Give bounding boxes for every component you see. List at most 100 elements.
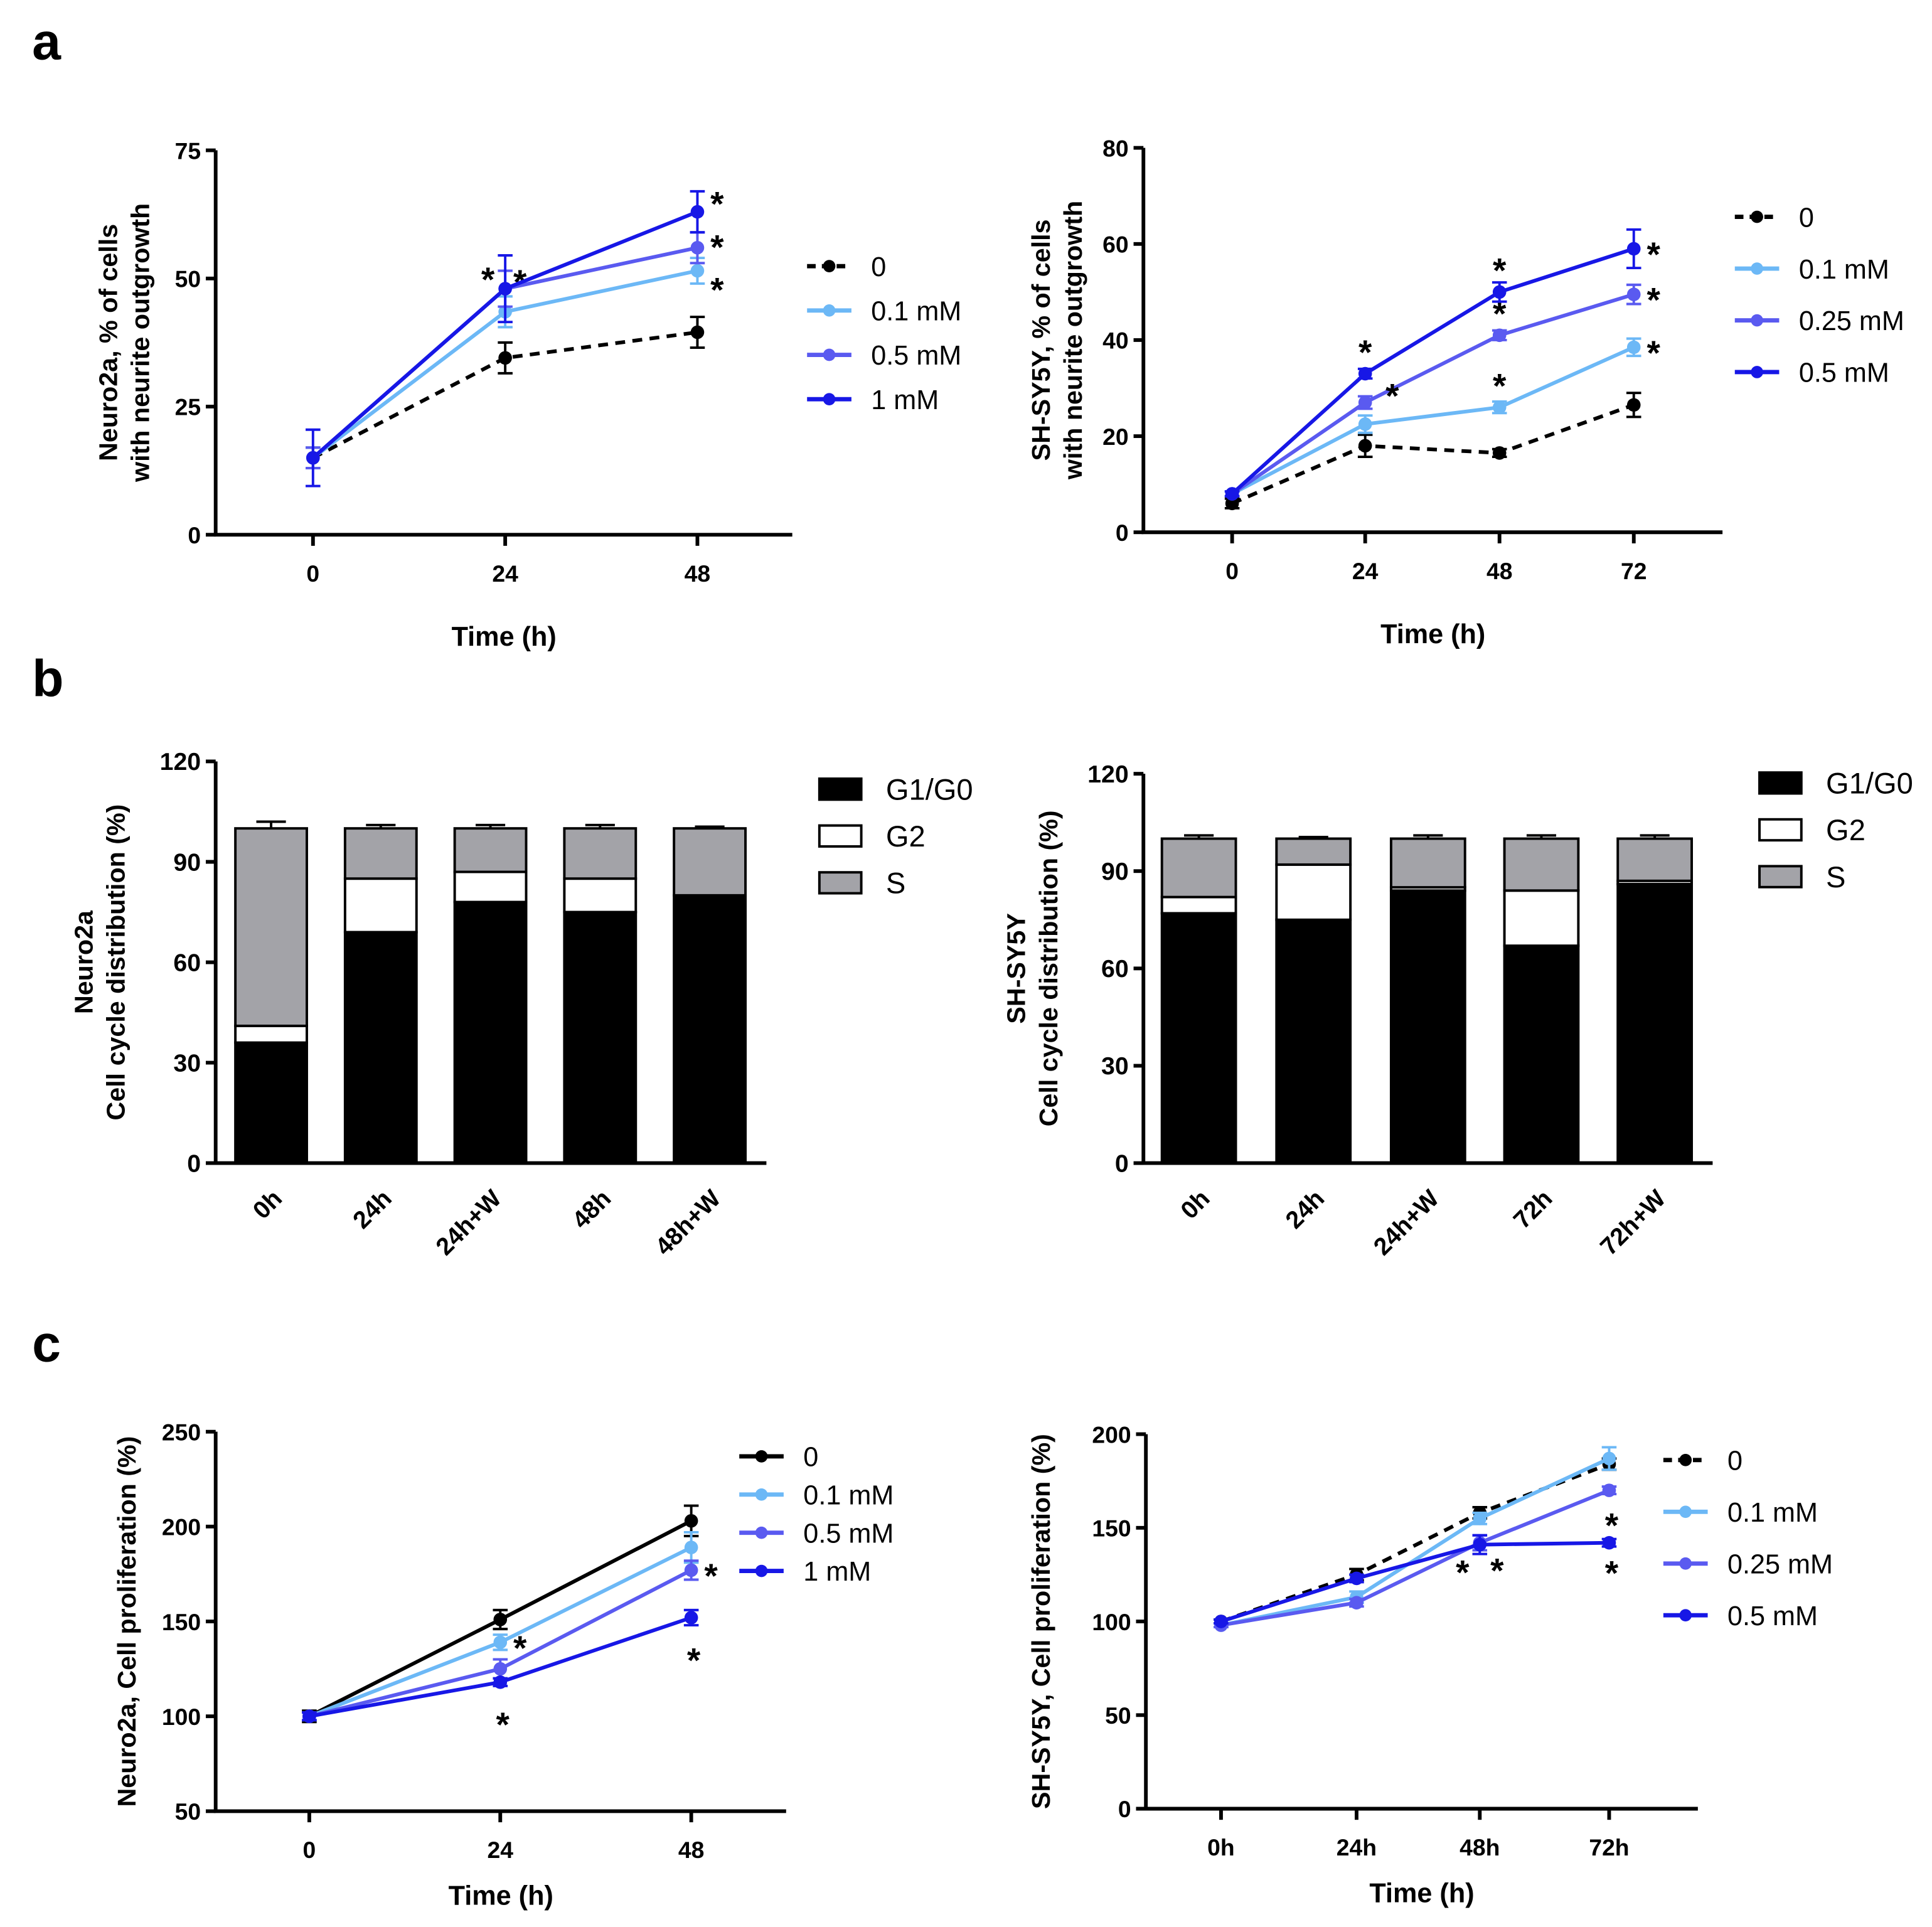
x-tick-label: 0h — [248, 1185, 288, 1225]
legend-marker — [1751, 314, 1763, 327]
legend-label: 1 mM — [871, 385, 939, 415]
x-tick-label: 24 — [492, 560, 518, 587]
bar-S — [1503, 837, 1580, 892]
data-point — [1225, 496, 1239, 511]
y-tick-label: 0 — [188, 522, 201, 548]
y-axis-label: Neuro2a, % of cells — [94, 224, 123, 461]
significance-star: * — [1358, 333, 1372, 371]
data-point — [493, 1662, 508, 1676]
legend-label: 0.25 mM — [1727, 1549, 1833, 1579]
series-0.1-mM: * — [302, 1530, 699, 1724]
data-point — [1602, 1535, 1616, 1550]
x-tick-label: 24h — [348, 1185, 397, 1234]
bar-G1-G0 — [1616, 882, 1693, 1165]
x-axis-label: Time (h) — [449, 1881, 553, 1911]
y-tick-label: 150 — [162, 1609, 201, 1635]
significance-star: * — [1456, 1553, 1470, 1592]
x-tick-label: 0 — [306, 560, 319, 587]
legend-label: 0 — [1727, 1446, 1743, 1476]
legend-swatch — [818, 777, 863, 801]
legend-label: 0 — [803, 1443, 818, 1473]
data-point — [493, 1613, 508, 1626]
significance-star: * — [710, 184, 724, 223]
y-tick-label: 80 — [1102, 135, 1129, 161]
data-point — [1358, 366, 1372, 381]
bar-G2 — [453, 870, 528, 904]
x-tick-label: 48h — [567, 1185, 616, 1234]
x-tick-label: 48 — [685, 560, 711, 587]
bar-S — [1275, 837, 1352, 866]
x-tick-label: 72h+W — [1595, 1184, 1672, 1261]
series-line — [1230, 292, 1635, 496]
y-tick-label: 120 — [160, 748, 201, 776]
bar-S — [673, 827, 747, 897]
series-0.5-mM: * * * — [1224, 228, 1660, 501]
data-point — [306, 451, 320, 465]
significance-star: * — [1385, 376, 1399, 415]
data-point — [1492, 285, 1507, 299]
y-tick-label: 100 — [1092, 1609, 1131, 1635]
bar-G2 — [1275, 863, 1352, 921]
series-0.5-mM: ** — [1214, 1534, 1619, 1628]
y-tick-label: 250 — [162, 1419, 201, 1445]
series-0.25-mM: * * * — [1224, 280, 1660, 501]
bar-S — [453, 827, 528, 873]
bar-S — [563, 827, 638, 880]
legend-marker — [823, 260, 836, 272]
y-tick-label: 60 — [173, 949, 201, 976]
x-tick-label: 72h — [1508, 1185, 1558, 1234]
data-point — [1626, 242, 1641, 256]
legend-marker — [755, 1488, 768, 1501]
y-tick-label: 40 — [1102, 328, 1129, 354]
x-axis-label: Time (h) — [452, 622, 557, 652]
chart-a1: 0 25 50 75 0 24 48 Neuro2a, % of cells with neur… — [94, 137, 962, 652]
x-tick-label: 72 — [1621, 558, 1647, 584]
bar-G1-G0 — [673, 894, 747, 1165]
panel-label-c: c — [32, 1315, 61, 1373]
data-point — [1626, 340, 1641, 355]
significance-star: * — [1646, 333, 1660, 372]
data-point — [690, 205, 705, 219]
legend-label: 0 — [871, 252, 886, 282]
series-line — [311, 210, 698, 459]
series-0.5-mM: * — [302, 1556, 718, 1724]
significance-star: * — [1493, 294, 1507, 333]
data-point — [684, 1513, 698, 1528]
series-line — [1231, 403, 1635, 506]
bar-S — [1160, 837, 1237, 899]
legend-label: 0.5 mM — [871, 341, 961, 371]
legend-label: 0.5 mM — [1799, 358, 1889, 388]
bar-G1-G0 — [1160, 912, 1237, 1165]
significance-star: * — [481, 260, 495, 299]
data-point — [1225, 487, 1239, 501]
bar-G2 — [234, 1024, 308, 1044]
chart-b2: 0 30 60 90 120 0h 24h 24h+W 72h 72h+W SH-SY5Y Cell … — [1002, 761, 1913, 1261]
series-0.5-mM: ** — [306, 227, 724, 469]
x-tick-label: 24 — [488, 1837, 514, 1863]
y-tick-label: 50 — [175, 1798, 201, 1825]
significance-star: * — [1605, 1506, 1619, 1545]
panel-label-b: b — [32, 649, 63, 707]
series-line — [1220, 1456, 1610, 1627]
series-line — [308, 1545, 692, 1718]
data-point — [498, 351, 512, 365]
significance-star: * — [496, 1705, 510, 1744]
legend-label: G2 — [1826, 813, 1865, 846]
legend-swatch — [818, 824, 863, 848]
y-tick-label: 150 — [1092, 1515, 1131, 1542]
legend-label: S — [886, 867, 905, 900]
bar-G1-G0 — [1389, 889, 1466, 1165]
legend-label: G1/G0 — [886, 772, 973, 806]
x-tick-label: 24 — [1352, 558, 1379, 584]
x-tick-label: 0 — [303, 1837, 316, 1863]
significance-star: * — [704, 1556, 718, 1595]
legend-label: 0.1 mM — [803, 1481, 894, 1511]
bar-G2 — [1503, 889, 1580, 947]
panel-label-a: a — [32, 13, 61, 70]
significance-star: * — [710, 227, 724, 266]
series-1-mM: ** — [302, 1608, 701, 1744]
y-tick-label: 60 — [1101, 955, 1129, 983]
bar-G2 — [343, 877, 418, 934]
x-tick-label: 24h — [1280, 1185, 1330, 1234]
